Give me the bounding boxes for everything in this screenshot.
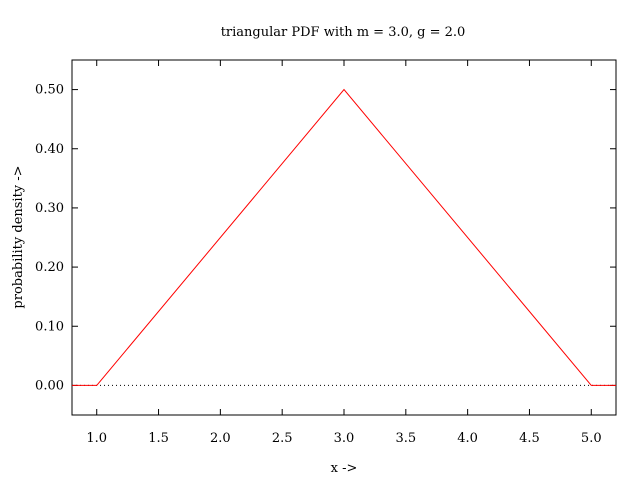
x-tick-label: 2.5 bbox=[272, 431, 293, 446]
x-tick-label: 4.5 bbox=[519, 431, 540, 446]
y-ticks: 0.00 0.10 0.20 0.30 0.40 0.50 bbox=[35, 83, 616, 393]
y-tick-label: 0.40 bbox=[35, 142, 64, 157]
x-tick-label: 3.0 bbox=[334, 431, 355, 446]
x-tick-label: 4.0 bbox=[457, 431, 478, 446]
y-tick-label: 0.20 bbox=[35, 260, 64, 275]
y-tick-label: 0.10 bbox=[35, 319, 64, 334]
y-tick-label: 0.00 bbox=[35, 378, 64, 393]
series-layer bbox=[72, 88, 616, 386]
plot-area: 0.00 0.10 0.20 0.30 0.40 0.50 1.0 1.5 2.0 2.5 3.0… bbox=[35, 59, 617, 446]
x-tick-label: 1.0 bbox=[86, 431, 107, 446]
x-tick-label: 3.5 bbox=[395, 431, 416, 446]
x-tick-label: 5.0 bbox=[581, 431, 602, 446]
plot-frame bbox=[71, 59, 617, 416]
x-tick-label: 2.0 bbox=[210, 431, 231, 446]
x-tick-label: 1.5 bbox=[148, 431, 169, 446]
y-axis-label: probability density -> bbox=[11, 165, 26, 308]
chart-title: triangular PDF with m = 3.0, g = 2.0 bbox=[221, 25, 466, 40]
x-axis-label: x -> bbox=[331, 461, 358, 476]
x-ticks: 1.0 1.5 2.0 2.5 3.0 3.5 4.0 4.5 5.0 bbox=[86, 60, 602, 446]
y-tick-label: 0.30 bbox=[35, 201, 64, 216]
y-tick-label: 0.50 bbox=[35, 83, 64, 98]
series-line bbox=[72, 88, 616, 386]
